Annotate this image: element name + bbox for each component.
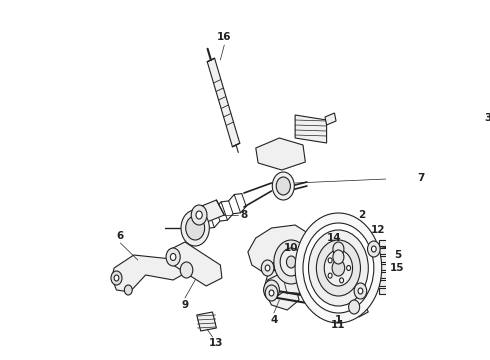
Text: 2: 2 — [358, 210, 366, 220]
Circle shape — [265, 265, 270, 271]
Text: 11: 11 — [331, 320, 345, 330]
Circle shape — [280, 248, 302, 276]
Circle shape — [272, 172, 294, 200]
Circle shape — [166, 248, 180, 266]
Polygon shape — [169, 242, 222, 286]
Text: 16: 16 — [217, 32, 232, 42]
Circle shape — [186, 216, 205, 240]
Text: 10: 10 — [284, 243, 298, 253]
Polygon shape — [197, 200, 224, 223]
Circle shape — [309, 230, 368, 306]
Circle shape — [274, 240, 309, 284]
Circle shape — [358, 288, 363, 294]
Circle shape — [196, 211, 202, 219]
Polygon shape — [295, 115, 327, 143]
Polygon shape — [268, 272, 366, 300]
Circle shape — [287, 256, 296, 268]
Text: 4: 4 — [270, 315, 277, 325]
Circle shape — [171, 253, 176, 261]
Circle shape — [276, 177, 291, 195]
Circle shape — [340, 253, 343, 258]
Polygon shape — [325, 113, 336, 125]
Circle shape — [346, 266, 351, 270]
Circle shape — [328, 258, 332, 263]
Polygon shape — [256, 138, 305, 170]
Text: 3: 3 — [484, 113, 490, 123]
Circle shape — [191, 205, 207, 225]
Text: 9: 9 — [181, 300, 189, 310]
Circle shape — [261, 260, 274, 276]
Text: 13: 13 — [209, 338, 223, 348]
Circle shape — [333, 242, 344, 256]
Polygon shape — [197, 312, 217, 331]
Circle shape — [332, 260, 344, 276]
Polygon shape — [379, 264, 387, 270]
Text: 1: 1 — [335, 315, 342, 325]
Polygon shape — [379, 280, 387, 286]
Polygon shape — [379, 256, 387, 262]
Circle shape — [269, 286, 275, 294]
Polygon shape — [207, 58, 240, 147]
Circle shape — [269, 290, 274, 296]
Circle shape — [371, 246, 376, 252]
Circle shape — [317, 240, 361, 296]
Circle shape — [340, 278, 343, 283]
Text: 12: 12 — [370, 225, 385, 235]
Circle shape — [180, 262, 193, 278]
Text: 8: 8 — [240, 210, 247, 220]
Circle shape — [333, 250, 344, 264]
Text: 14: 14 — [327, 233, 342, 243]
Circle shape — [265, 285, 278, 301]
Circle shape — [368, 241, 380, 257]
Polygon shape — [248, 225, 315, 310]
Circle shape — [111, 271, 122, 285]
Polygon shape — [354, 302, 368, 317]
Circle shape — [264, 280, 279, 300]
Text: 5: 5 — [394, 250, 401, 260]
Polygon shape — [379, 272, 387, 278]
Circle shape — [303, 223, 374, 313]
Polygon shape — [112, 255, 187, 292]
Text: 15: 15 — [390, 263, 405, 273]
Circle shape — [349, 300, 360, 314]
Circle shape — [328, 273, 332, 278]
Text: 7: 7 — [417, 173, 425, 183]
Circle shape — [324, 250, 353, 286]
Polygon shape — [379, 240, 387, 246]
Circle shape — [114, 275, 119, 281]
Circle shape — [181, 210, 209, 246]
Polygon shape — [379, 288, 387, 294]
Circle shape — [295, 213, 382, 323]
Circle shape — [354, 283, 367, 299]
Text: 6: 6 — [117, 231, 124, 241]
Circle shape — [124, 285, 132, 295]
Polygon shape — [379, 248, 387, 254]
